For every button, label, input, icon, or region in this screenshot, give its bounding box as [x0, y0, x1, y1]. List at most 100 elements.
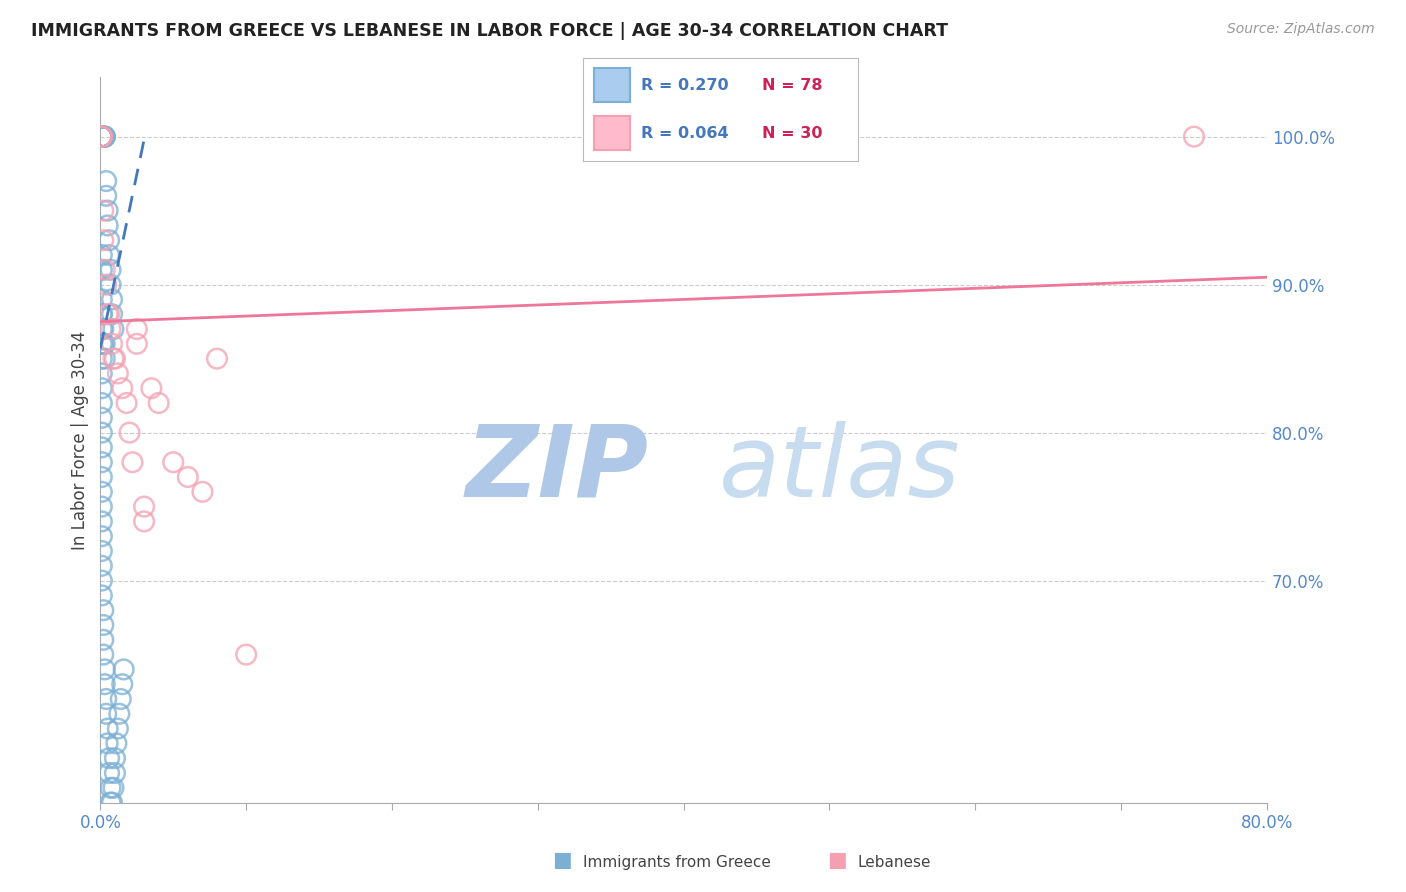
Point	[110, 692, 132, 706]
Point	[101, 307, 124, 321]
Point	[90, 455, 112, 469]
Bar	[595, 69, 630, 102]
Point	[91, 129, 114, 144]
Point	[107, 367, 129, 381]
Point	[93, 129, 115, 144]
Text: Source: ZipAtlas.com: Source: ZipAtlas.com	[1227, 22, 1375, 37]
Point	[90, 441, 112, 455]
Point	[90, 410, 112, 425]
Point	[148, 396, 170, 410]
Point	[108, 706, 131, 721]
Point	[90, 515, 112, 529]
Text: ■: ■	[553, 850, 572, 870]
Point	[96, 692, 118, 706]
Point	[93, 129, 115, 144]
Point	[96, 277, 118, 292]
Point	[91, 336, 114, 351]
Point	[104, 351, 127, 366]
Point	[100, 277, 122, 292]
Point	[90, 544, 112, 558]
Point	[98, 751, 121, 765]
Point	[93, 677, 115, 691]
Bar	[595, 117, 630, 150]
Point	[103, 351, 125, 366]
Point	[111, 677, 134, 691]
Point	[90, 484, 112, 499]
Text: R = 0.064: R = 0.064	[641, 126, 728, 141]
Point	[91, 129, 114, 144]
Text: IMMIGRANTS FROM GREECE VS LEBANESE IN LABOR FORCE | AGE 30-34 CORRELATION CHART: IMMIGRANTS FROM GREECE VS LEBANESE IN LA…	[31, 22, 948, 40]
Point	[90, 529, 112, 543]
Point	[91, 648, 114, 662]
Point	[91, 129, 114, 144]
Point	[100, 262, 122, 277]
Point	[90, 129, 112, 144]
Point	[90, 307, 112, 321]
Point	[93, 129, 115, 144]
Point	[101, 796, 124, 810]
Point	[90, 425, 112, 440]
Point	[90, 129, 112, 144]
Point	[104, 766, 127, 780]
Point	[103, 780, 125, 795]
Text: ■: ■	[827, 850, 846, 870]
Point	[93, 662, 115, 676]
Point	[132, 515, 155, 529]
Text: Lebanese: Lebanese	[858, 855, 931, 870]
Point	[90, 129, 112, 144]
Point	[90, 248, 112, 262]
Text: Immigrants from Greece: Immigrants from Greece	[583, 855, 772, 870]
Point	[90, 396, 112, 410]
Point	[91, 129, 114, 144]
Point	[191, 484, 214, 499]
Point	[107, 722, 129, 736]
Point	[90, 129, 112, 144]
Point	[104, 751, 127, 765]
Point	[90, 293, 112, 307]
Point	[100, 780, 122, 795]
Point	[91, 233, 114, 247]
Point	[101, 293, 124, 307]
Point	[90, 351, 112, 366]
Point	[97, 736, 120, 750]
Point	[125, 322, 148, 336]
Point	[90, 381, 112, 395]
Point	[100, 322, 122, 336]
Text: N = 78: N = 78	[762, 78, 823, 93]
Point	[96, 174, 118, 188]
Point	[90, 129, 112, 144]
Text: atlas: atlas	[718, 420, 960, 517]
Point	[91, 203, 114, 218]
Point	[90, 129, 112, 144]
Point	[93, 351, 115, 366]
Point	[101, 336, 124, 351]
Point	[98, 766, 121, 780]
Point	[93, 262, 115, 277]
Text: ZIP: ZIP	[465, 420, 648, 517]
Point	[141, 381, 163, 395]
Point	[90, 336, 112, 351]
Point	[91, 618, 114, 632]
Point	[121, 455, 143, 469]
Point	[90, 262, 112, 277]
Point	[90, 322, 112, 336]
Point	[97, 722, 120, 736]
Point	[91, 603, 114, 617]
Point	[98, 307, 121, 321]
Point	[90, 129, 112, 144]
Text: R = 0.270: R = 0.270	[641, 78, 728, 93]
Point	[90, 500, 112, 514]
Point	[177, 470, 200, 484]
Point	[100, 796, 122, 810]
Point	[90, 129, 112, 144]
Point	[115, 396, 138, 410]
Point	[105, 736, 128, 750]
Point	[97, 203, 120, 218]
Point	[90, 129, 112, 144]
Point	[90, 129, 112, 144]
Point	[112, 662, 135, 676]
Point	[90, 588, 112, 602]
Point	[91, 322, 114, 336]
Point	[90, 470, 112, 484]
Point	[162, 455, 184, 469]
